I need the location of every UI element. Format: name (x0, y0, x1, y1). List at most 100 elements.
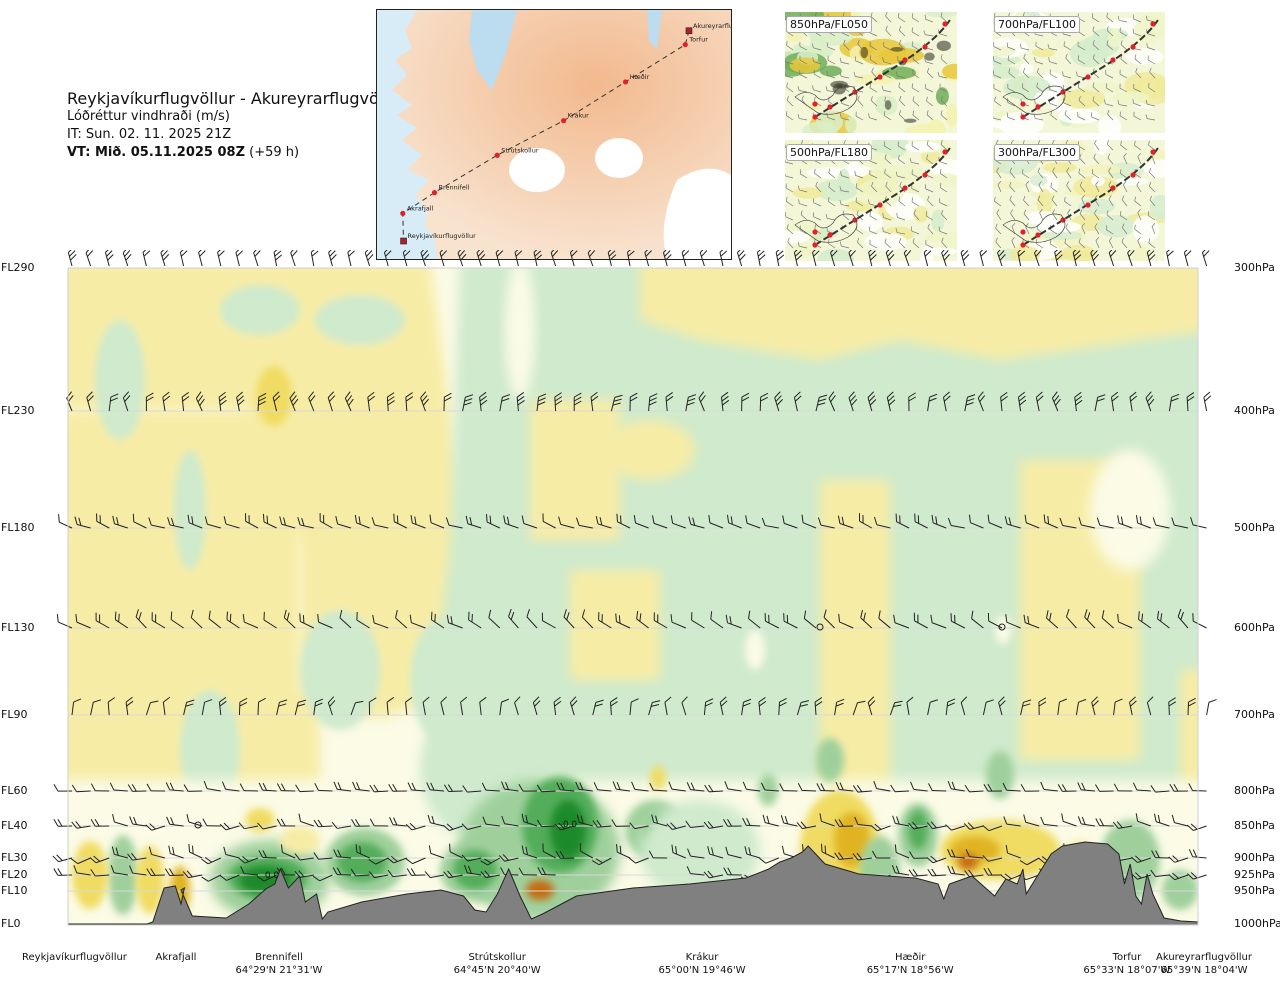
waypoint-name: Akureyrarflugvöllur (1156, 952, 1253, 963)
wind-barb (797, 783, 817, 792)
panel-field-cell (1132, 215, 1160, 243)
wind-barb (759, 392, 769, 412)
panel-waypoint (1130, 44, 1136, 50)
pressure-level-label: 400hPa (1234, 404, 1275, 417)
wind-barb (894, 844, 910, 859)
wind-barb (908, 869, 928, 877)
panel-field-cell (792, 187, 824, 199)
contour-label: 0.0 (265, 871, 280, 881)
wind-barb (651, 814, 668, 827)
panel-field-cell (1143, 159, 1165, 178)
wind-barb (852, 700, 866, 716)
wind-barb (195, 391, 205, 412)
wind-barb (96, 513, 110, 529)
wind-barb (983, 783, 1003, 792)
wind-barb (344, 391, 354, 412)
panel-wind-barb (786, 96, 794, 107)
wind-barb (830, 246, 838, 267)
field-cell (337, 842, 387, 882)
panel-waypoint (827, 232, 833, 238)
field-cell (526, 880, 554, 900)
panel-wind-barb (1021, 83, 1030, 93)
panel-wind-barb (885, 25, 892, 37)
panel-wind-barb (884, 154, 892, 165)
wind-barb (67, 246, 77, 267)
panel-wind-barb (799, 225, 808, 235)
panel-wind-barb (927, 223, 934, 235)
wind-barb (913, 612, 928, 629)
wind-barb (867, 696, 876, 716)
panel-wind-barb (1149, 195, 1156, 207)
panel-wind-barb (869, 55, 878, 65)
panel-wind-barb (855, 183, 864, 193)
panel-field-cell (1108, 28, 1122, 48)
panel-wind-barb (787, 237, 794, 249)
wind-barb (1077, 782, 1096, 792)
wind-barb (223, 516, 240, 529)
panel-field-cell (1061, 88, 1106, 109)
wind-barb (892, 815, 910, 827)
wind-barb (947, 781, 965, 792)
wind-barb (1201, 246, 1210, 267)
wind-barb (298, 813, 314, 827)
wind-barb (257, 874, 277, 882)
panel-wind-barb (898, 154, 906, 165)
panel-wind-barb (1137, 209, 1142, 221)
wind-barb (685, 394, 697, 412)
panel-wind-barb (1135, 67, 1142, 79)
panel-waypoint (1085, 202, 1091, 208)
wind-barb (1101, 610, 1114, 629)
wind-barb (170, 611, 184, 629)
wind-barb (930, 614, 947, 629)
flight-level-label: FL10 (1, 884, 28, 897)
panel-field-cell (941, 63, 957, 80)
field-region (640, 268, 1198, 360)
wind-barb (1129, 391, 1138, 412)
waypoint-name: Krákur (685, 952, 719, 963)
panel-waypoint (1085, 74, 1091, 80)
wind-barb (756, 246, 766, 267)
wind-barb (521, 515, 538, 529)
wind-barb (550, 246, 559, 267)
wind-barb (328, 246, 337, 267)
panel-wind-barb (843, 39, 850, 51)
field-cell (174, 450, 206, 570)
cross-section-svg: 0.0 0.0 (52, 246, 1217, 926)
wind-barb (1168, 697, 1177, 716)
panel-wind-barb (1077, 112, 1086, 121)
wind-barb (1203, 391, 1212, 412)
wind-barb (1110, 391, 1119, 412)
panel-waypoint (1035, 232, 1041, 238)
wind-barb (85, 246, 94, 267)
flight-level-label: FL60 (1, 784, 28, 797)
map-waypoint-label: Krákur (568, 112, 590, 120)
wind-barb (945, 824, 965, 831)
wind-barb (164, 868, 184, 876)
panel-wind-barb (797, 114, 808, 121)
panel-waypoint (922, 172, 928, 178)
wind-barb (263, 611, 277, 629)
wind-barb (670, 515, 686, 529)
wind-barb (793, 246, 803, 267)
panel-wind-barb (786, 82, 794, 93)
wind-barb (405, 696, 413, 716)
wind-barb (575, 517, 593, 529)
panel-wind-barb (885, 181, 892, 193)
panel-wind-barb (1120, 140, 1128, 151)
wind-barb (817, 517, 835, 529)
panel-field-cell (845, 116, 858, 133)
panel-wind-barb (1134, 54, 1142, 65)
panel-wind-barb (898, 13, 906, 23)
wind-barb (745, 515, 761, 529)
wind-barb (355, 844, 370, 859)
map-waypoint-label: Torfur (688, 36, 708, 44)
panel-route-line (1022, 19, 1159, 118)
panel-wind-barb (1007, 55, 1016, 65)
wind-barb (71, 698, 82, 716)
wind-barb (73, 865, 91, 876)
wind-barb (145, 700, 159, 716)
wind-barb (279, 516, 296, 529)
panel-wind-barb (994, 196, 1002, 207)
wind-barb (1153, 813, 1170, 827)
field-cell (245, 808, 275, 832)
